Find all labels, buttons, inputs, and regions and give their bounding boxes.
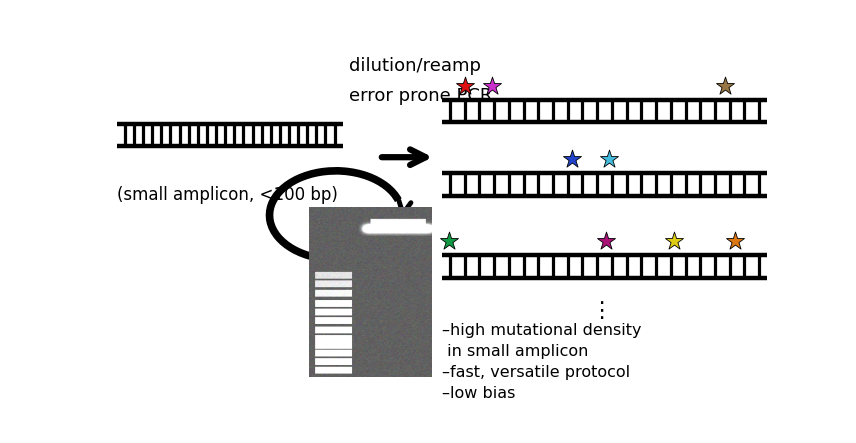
Text: –low bias: –low bias xyxy=(442,386,515,401)
Point xyxy=(442,237,455,245)
Point xyxy=(565,155,579,163)
Text: –high mutational density: –high mutational density xyxy=(442,323,641,338)
Text: (small amplicon, <100 bp): (small amplicon, <100 bp) xyxy=(117,186,338,204)
Text: dilution/reamp: dilution/reamp xyxy=(349,57,481,74)
Text: in small amplicon: in small amplicon xyxy=(442,344,588,359)
Text: error prone PCR: error prone PCR xyxy=(349,87,492,105)
Text: ⋮: ⋮ xyxy=(590,301,612,321)
Point xyxy=(458,82,472,89)
Point xyxy=(728,237,741,245)
Point xyxy=(668,237,681,245)
Point xyxy=(718,82,732,89)
Point xyxy=(485,82,499,89)
Point xyxy=(603,155,616,163)
Text: –fast, versatile protocol: –fast, versatile protocol xyxy=(442,365,630,380)
Point xyxy=(599,237,613,245)
